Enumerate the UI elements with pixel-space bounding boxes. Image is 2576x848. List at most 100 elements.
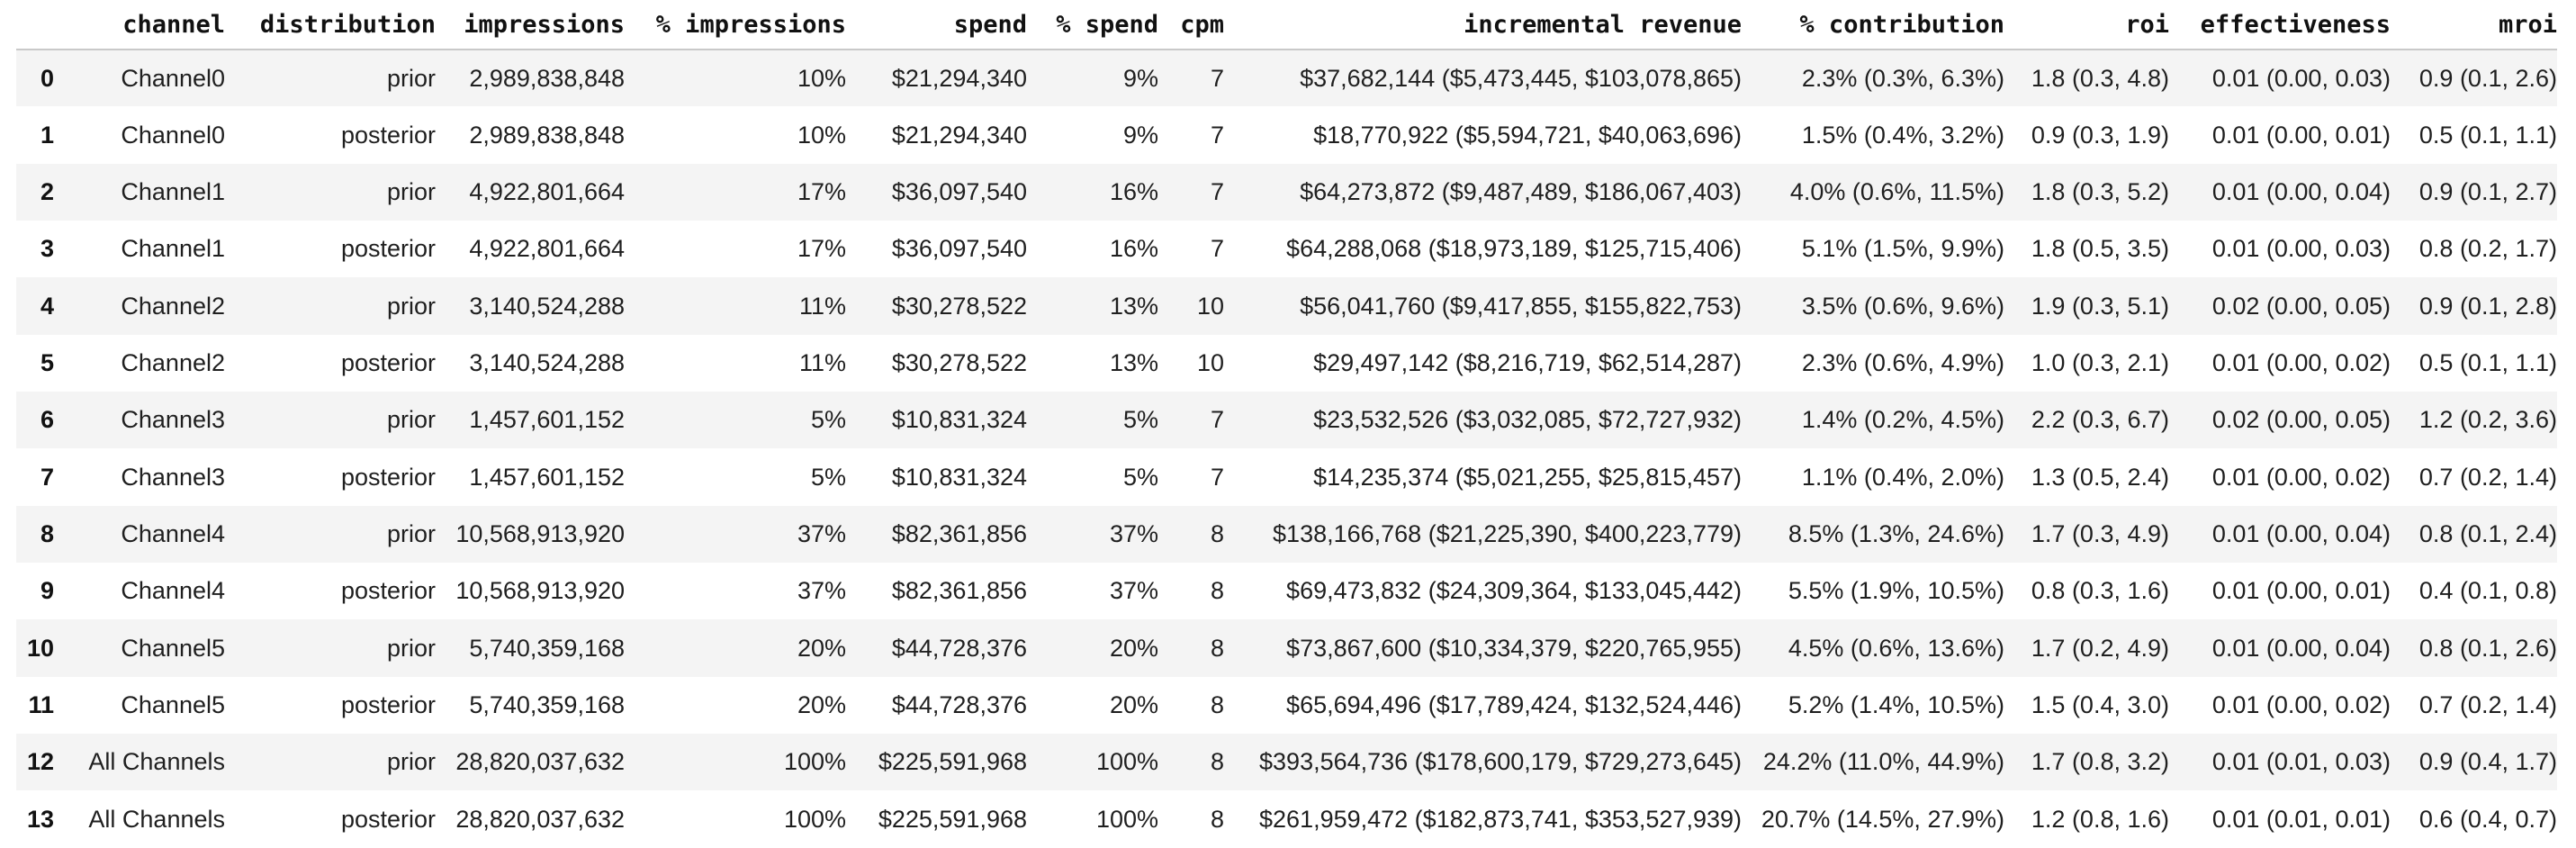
cell-channel: Channel5 xyxy=(121,690,225,718)
cell-pct_spend: 5% xyxy=(1122,463,1158,491)
cell-impressions: 28,820,037,632 xyxy=(455,748,625,776)
cell-pct_impressions: 5% xyxy=(810,406,846,434)
table-row: 1 Channel0 posterior 2,989,838,848 10% $21,29… xyxy=(16,106,2557,164)
row-index-cell: 9 xyxy=(40,577,54,605)
cell-channel: All Channels xyxy=(88,805,225,833)
cell-pct_contribution: 5.2% (1.4%, 10.5%) xyxy=(1788,690,2004,718)
cell-effectiveness: 0.01 (0.00, 0.02) xyxy=(2211,348,2391,376)
cell-distribution: prior xyxy=(386,634,436,662)
cell-mroi: 0.5 (0.1, 1.1) xyxy=(2418,348,2557,376)
cell-spend: $36,097,540 xyxy=(891,235,1027,263)
cell-spend: $10,831,324 xyxy=(891,463,1027,491)
cell-pct_impressions: 10% xyxy=(797,121,846,149)
cell-impressions: 28,820,037,632 xyxy=(455,805,625,833)
cell-pct_impressions: 11% xyxy=(798,348,846,376)
cell-channel: Channel3 xyxy=(121,406,225,434)
cell-pct_contribution: 2.3% (0.6%, 4.9%) xyxy=(1801,348,2004,376)
row-index-cell: 6 xyxy=(40,406,54,434)
cell-pct_contribution: 1.1% (0.4%, 2.0%) xyxy=(1801,463,2004,491)
cell-cpm: 8 xyxy=(1210,805,1224,833)
cell-channel: Channel2 xyxy=(121,292,225,320)
cell-incremental_revenue: $69,473,832 ($24,309,364, $133,045,442) xyxy=(1286,577,1742,605)
row-index-cell: 4 xyxy=(40,292,54,320)
cell-effectiveness: 0.01 (0.00, 0.01) xyxy=(2211,121,2391,149)
cell-effectiveness: 0.01 (0.00, 0.03) xyxy=(2211,235,2391,263)
table-row: 6 Channel3 prior 1,457,601,152 5% $10,831,324… xyxy=(16,392,2557,449)
cell-pct_spend: 13% xyxy=(1109,292,1158,320)
cell-pct_spend: 100% xyxy=(1095,748,1158,776)
cell-cpm: 7 xyxy=(1210,177,1224,205)
cell-effectiveness: 0.02 (0.00, 0.05) xyxy=(2211,292,2391,320)
cell-incremental_revenue: $138,166,768 ($21,225,390, $400,223,779) xyxy=(1273,519,1742,547)
row-index-cell: 2 xyxy=(40,177,54,205)
table-header-row: channel distribution impressions% impressi… xyxy=(16,0,2557,50)
cell-incremental_revenue: $18,770,922 ($5,594,721, $40,063,696) xyxy=(1313,121,1742,149)
cell-pct_spend: 100% xyxy=(1095,805,1158,833)
table-row: 4 Channel2 prior 3,140,524,288 11% $30,278,52… xyxy=(16,277,2557,335)
cell-cpm: 7 xyxy=(1210,64,1224,92)
cell-distribution: posterior xyxy=(340,805,436,833)
cell-distribution: posterior xyxy=(340,463,436,491)
cell-distribution: posterior xyxy=(340,348,436,376)
cell-pct_impressions: 17% xyxy=(797,177,846,205)
cell-mroi: 0.9 (0.1, 2.7) xyxy=(2418,177,2557,205)
cell-channel: Channel2 xyxy=(121,348,225,376)
row-index-cell: 5 xyxy=(40,348,54,376)
cell-mroi: 0.4 (0.1, 0.8) xyxy=(2418,577,2557,605)
cell-effectiveness: 0.02 (0.00, 0.05) xyxy=(2211,406,2391,434)
cell-roi: 0.8 (0.3, 1.6) xyxy=(2031,577,2169,605)
row-index-cell: 3 xyxy=(40,235,54,263)
cell-cpm: 8 xyxy=(1210,577,1224,605)
cell-incremental_revenue: $65,694,496 ($17,789,424, $132,524,446) xyxy=(1286,690,1742,718)
cell-pct_contribution: 4.5% (0.6%, 13.6%) xyxy=(1788,634,2004,662)
cell-impressions: 2,989,838,848 xyxy=(469,64,625,92)
cell-pct_impressions: 10% xyxy=(797,64,846,92)
cell-distribution: posterior xyxy=(340,235,436,263)
column-header-roi: roi xyxy=(2004,0,2169,50)
cell-roi: 1.0 (0.3, 2.1) xyxy=(2031,348,2169,376)
cell-cpm: 10 xyxy=(1196,348,1224,376)
cell-pct_spend: 20% xyxy=(1109,634,1158,662)
cell-incremental_revenue: $393,564,736 ($178,600,179, $729,273,645… xyxy=(1259,748,1742,776)
column-header-channel: channel xyxy=(59,0,225,50)
cell-pct_impressions: 37% xyxy=(797,577,846,605)
table-row: 3 Channel1 posterior 4,922,801,664 17% $36,09… xyxy=(16,221,2557,278)
cell-incremental_revenue: $64,273,872 ($9,487,489, $186,067,403) xyxy=(1300,177,1742,205)
cell-pct_impressions: 37% xyxy=(797,519,846,547)
column-header-pct_impressions: % impressions xyxy=(625,0,846,50)
cell-roi: 1.8 (0.3, 5.2) xyxy=(2031,177,2169,205)
cell-spend: $225,591,968 xyxy=(878,805,1027,833)
column-header-effectiveness: effectiveness xyxy=(2169,0,2391,50)
cell-pct_spend: 37% xyxy=(1109,577,1158,605)
cell-cpm: 7 xyxy=(1210,235,1224,263)
cell-cpm: 7 xyxy=(1210,463,1224,491)
cell-roi: 1.5 (0.4, 3.0) xyxy=(2031,690,2169,718)
cell-pct_spend: 5% xyxy=(1122,406,1158,434)
cell-roi: 1.7 (0.2, 4.9) xyxy=(2031,634,2169,662)
column-header-incremental_revenue: incremental revenue xyxy=(1224,0,1742,50)
cell-mroi: 0.7 (0.2, 1.4) xyxy=(2418,690,2557,718)
cell-pct_impressions: 100% xyxy=(783,805,846,833)
cell-mroi: 0.5 (0.1, 1.1) xyxy=(2418,121,2557,149)
cell-pct_spend: 9% xyxy=(1122,121,1158,149)
cell-pct_contribution: 1.4% (0.2%, 4.5%) xyxy=(1801,406,2004,434)
column-header-mroi: mroi xyxy=(2391,0,2557,50)
table-row: 0 Channel0 prior 2,989,838,848 10% $21,294,34… xyxy=(16,50,2557,107)
cell-effectiveness: 0.01 (0.01, 0.01) xyxy=(2211,805,2391,833)
cell-pct_spend: 9% xyxy=(1122,64,1158,92)
cell-roi: 1.7 (0.3, 4.9) xyxy=(2031,519,2169,547)
cell-channel: Channel0 xyxy=(121,121,225,149)
table-row: 8 Channel4 prior 10,568,913,920 37% $82,361,8… xyxy=(16,505,2557,564)
table-row: 13 All Channels posterior 28,820,037,632 100… xyxy=(16,790,2557,848)
cell-incremental_revenue: $14,235,374 ($5,021,255, $25,815,457) xyxy=(1313,463,1742,491)
row-index-cell: 7 xyxy=(40,463,54,491)
cell-pct_contribution: 2.3% (0.3%, 6.3%) xyxy=(1801,64,2004,92)
cell-pct_impressions: 20% xyxy=(797,634,846,662)
cell-channel: Channel0 xyxy=(121,64,225,92)
cell-pct_contribution: 3.5% (0.6%, 9.6%) xyxy=(1801,292,2004,320)
cell-incremental_revenue: $37,682,144 ($5,473,445, $103,078,865) xyxy=(1300,64,1742,92)
cell-cpm: 7 xyxy=(1210,121,1224,149)
table-row: 9 Channel4 posterior 10,568,913,920 37% $82,3… xyxy=(16,563,2557,620)
row-index-cell: 11 xyxy=(28,690,54,718)
cell-spend: $10,831,324 xyxy=(891,406,1027,434)
